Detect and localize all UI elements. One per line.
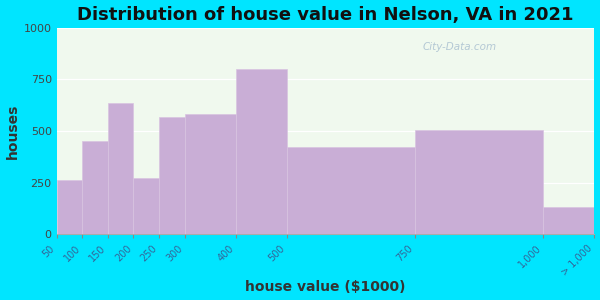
- Y-axis label: houses: houses: [5, 103, 20, 159]
- Bar: [287, 148, 415, 234]
- Bar: [82, 141, 108, 234]
- Bar: [236, 69, 287, 234]
- Title: Distribution of house value in Nelson, VA in 2021: Distribution of house value in Nelson, V…: [77, 6, 574, 24]
- Bar: [56, 181, 82, 234]
- Bar: [133, 178, 159, 234]
- Text: City-Data.com: City-Data.com: [422, 42, 496, 52]
- Bar: [185, 115, 236, 234]
- Bar: [415, 130, 543, 234]
- Bar: [159, 117, 185, 234]
- Bar: [543, 207, 595, 234]
- X-axis label: house value ($1000): house value ($1000): [245, 280, 406, 294]
- Bar: [108, 103, 133, 234]
